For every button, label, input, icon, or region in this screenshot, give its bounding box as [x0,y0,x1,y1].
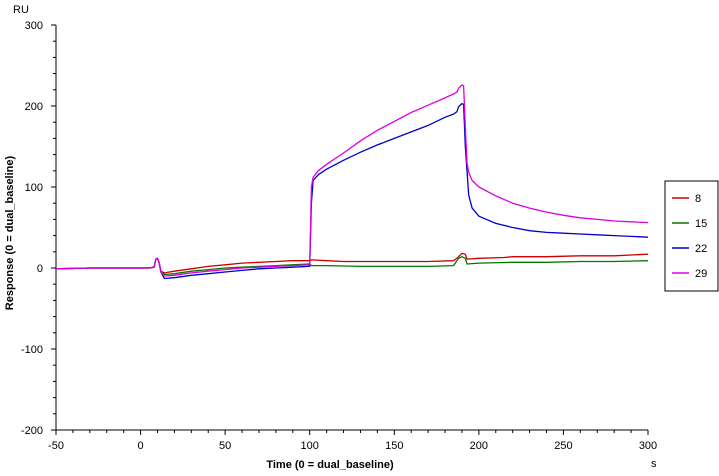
x-unit-label: s [651,458,657,470]
legend-label-29: 29 [695,268,707,280]
series-line-22 [55,102,649,280]
x-tick-label: 0 [138,440,144,452]
legend-label-8: 8 [695,193,701,205]
y-unit-label: RU [13,4,29,16]
axis-labels: RU s Time (0 = dual_baseline) Response (… [4,4,657,471]
x-tick-label: 200 [470,440,488,452]
series-lines [55,84,649,280]
x-tick-label: 250 [554,440,572,452]
series-line-8 [55,252,649,274]
x-tick-label: -50 [48,440,64,452]
x-axis-title: Time (0 = dual_baseline) [266,459,394,471]
x-tick-label: 50 [219,440,231,452]
y-axis-title: Response (0 = dual_baseline) [4,155,16,310]
legend: 8 15 22 29 [664,180,719,292]
x-tick-label: 100 [301,440,319,452]
axes: -200 -100 0 100 200 300 -50 0 50 100 150 200 250 300 [21,20,657,452]
y-tick-label: 200 [25,101,43,113]
legend-label-22: 22 [695,243,707,255]
y-tick-label: -100 [21,344,43,356]
y-tick-label: -200 [21,425,43,437]
series-line-15 [55,256,649,276]
y-tick-label: 300 [25,20,43,32]
x-tick-label: 150 [385,440,403,452]
y-tick-label: 100 [25,182,43,194]
series-line-29 [55,84,649,277]
x-tick-label: 300 [639,440,657,452]
legend-label-15: 15 [695,218,707,230]
y-tick-label: 0 [37,263,43,275]
